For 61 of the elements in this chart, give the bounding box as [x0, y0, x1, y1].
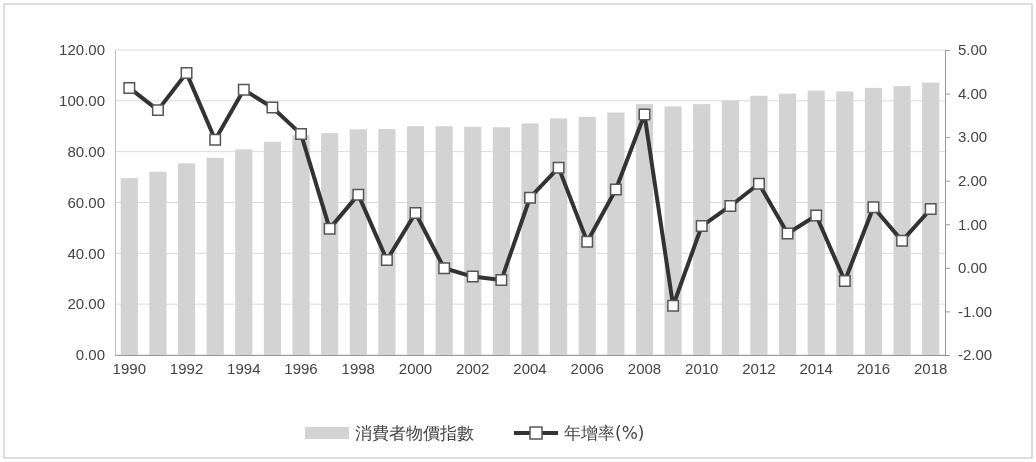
- x-tick-label: 2018: [914, 359, 948, 377]
- point: [638, 108, 651, 121]
- point: [466, 270, 479, 283]
- x-tick-label: 1992: [169, 359, 204, 377]
- x-tick-label: 2014: [799, 359, 833, 377]
- x-tick-label: 2010: [685, 359, 719, 377]
- y2-tick-label: -1.00: [958, 302, 993, 320]
- y-tick-label: 120.00: [59, 41, 105, 59]
- point: [380, 254, 393, 267]
- y2-tick-label: 4.00: [958, 84, 988, 102]
- point: [609, 183, 622, 196]
- point: [524, 191, 536, 204]
- y-tick-label: 60.00: [67, 193, 105, 211]
- point: [495, 274, 508, 287]
- x-tick-label: 1996: [284, 359, 318, 377]
- point: [924, 203, 937, 216]
- y2-tick-label: 3.00: [958, 128, 988, 146]
- y2-tick-label: 2.00: [958, 172, 988, 190]
- y-tick-label: 40.00: [67, 244, 105, 262]
- y-tick-label: 0.00: [75, 346, 105, 364]
- point: [323, 222, 336, 235]
- x-tick-label: 1990: [112, 359, 146, 377]
- point: [552, 161, 565, 174]
- y2-tick-label: 1.00: [958, 215, 988, 233]
- point: [180, 67, 193, 80]
- x-tick-label: 2012: [742, 359, 776, 377]
- point: [667, 299, 680, 312]
- point: [724, 199, 737, 212]
- point: [295, 128, 308, 141]
- x-tick-label: 2000: [398, 359, 433, 377]
- point: [896, 234, 909, 247]
- point: [838, 274, 851, 287]
- point: [266, 101, 279, 114]
- x-tick-label: 2016: [856, 359, 891, 377]
- point: [781, 227, 794, 240]
- y-tick-label: 80.00: [67, 142, 105, 160]
- point: [409, 206, 422, 219]
- point: [438, 262, 451, 275]
- point: [352, 188, 365, 201]
- point: [237, 83, 250, 96]
- point: [209, 133, 222, 146]
- x-tick-label: 1998: [341, 359, 375, 377]
- point: [695, 220, 708, 233]
- y-tick-label: 20.00: [67, 295, 105, 313]
- y2-tick-label: 0.00: [958, 259, 988, 277]
- point: [810, 209, 823, 222]
- x-tick-label: 2002: [456, 359, 490, 377]
- x-tick-label: 2006: [570, 359, 604, 377]
- y2-tick-label: 5.00: [958, 41, 988, 59]
- legend-label: 消費者物價指數: [355, 423, 474, 443]
- legend-label: 年增率(%): [564, 423, 645, 443]
- point: [151, 104, 164, 117]
- point: [581, 235, 594, 248]
- y2-tick-label: -2.00: [958, 346, 993, 364]
- point: [123, 81, 136, 94]
- point: [867, 201, 880, 214]
- x-tick-label: 2004: [513, 359, 547, 377]
- x-tick-label: 2008: [627, 359, 662, 377]
- y-tick-label: 100.00: [59, 92, 105, 110]
- point: [752, 177, 765, 190]
- x-tick-label: 1994: [227, 359, 261, 377]
